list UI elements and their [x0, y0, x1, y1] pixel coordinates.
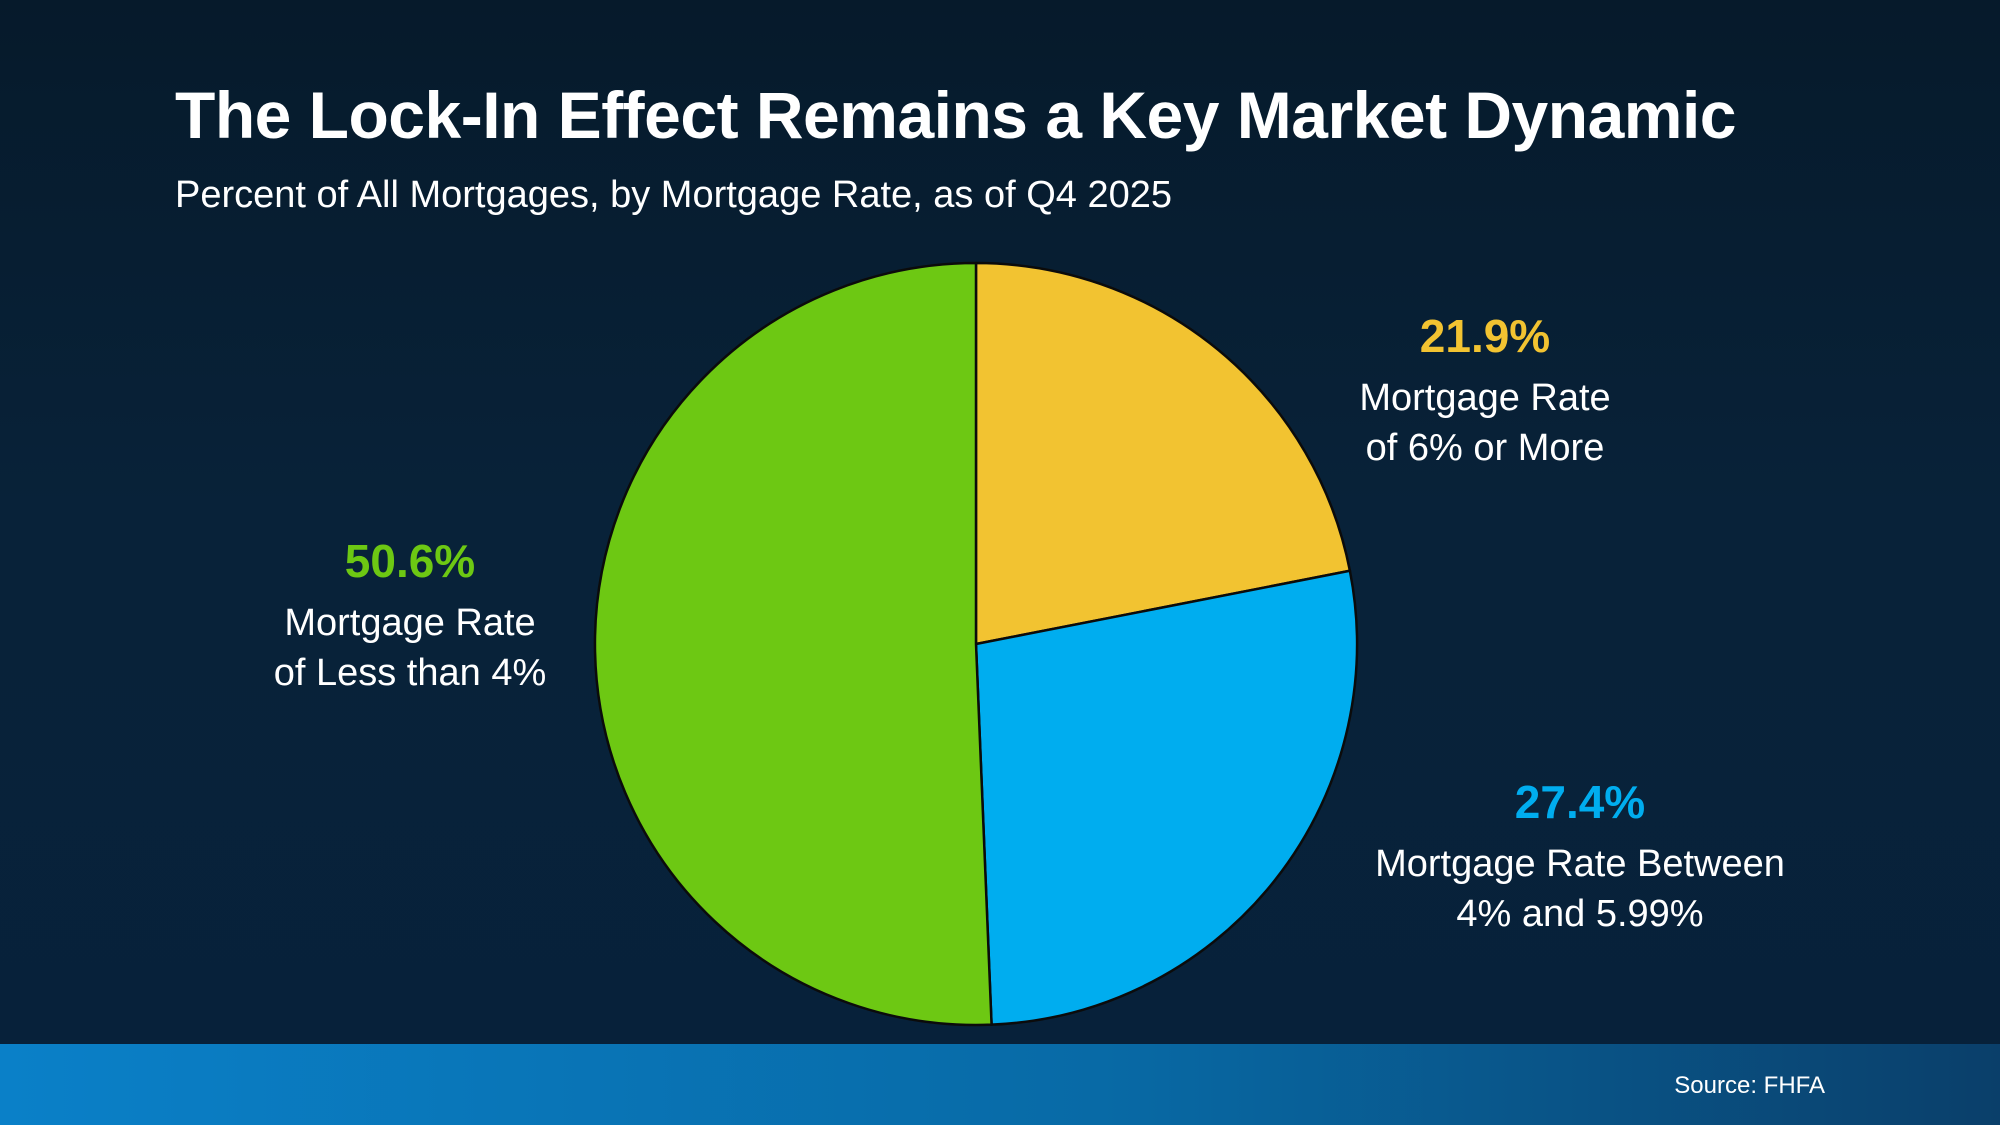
slice-desc-line2: of Less than 4% — [273, 652, 547, 694]
slice-desc-line2: 4% and 5.99% — [1456, 893, 1704, 935]
slice-desc-line1: Mortgage Rate — [1359, 377, 1611, 419]
slice-value-less-than-4: 50.6% — [344, 535, 476, 587]
slice-label-4-to-599: 27.4% Mortgage Rate Between 4% and 5.99% — [1350, 779, 1810, 939]
chart-title: The Lock-In Effect Remains a Key Market … — [175, 78, 1737, 152]
source-note: Source: FHFA — [1674, 1072, 1825, 1099]
chart-subtitle: Percent of All Mortgages, by Mortgage Ra… — [175, 174, 1172, 216]
slice-desc-line1: Mortgage Rate Between — [1375, 843, 1785, 885]
pie-slice-4-to-599 — [974, 569, 1359, 1026]
pie-slice-less-than-4 — [593, 261, 993, 1027]
slice-desc-line2: of 6% or More — [1365, 427, 1605, 469]
slice-value-6-or-more: 21.9% — [1419, 310, 1551, 362]
slice-desc-line1: Mortgage Rate — [284, 602, 536, 644]
pie-chart — [593, 261, 1359, 1027]
slice-desc-6-or-more: Mortgage Rate of 6% or More — [1345, 373, 1625, 473]
pie-slice-6-or-more — [974, 261, 1352, 646]
slice-label-less-than-4: 50.6% Mortgage Rate of Less than 4% — [245, 538, 575, 698]
slice-desc-4-to-599: Mortgage Rate Between 4% and 5.99% — [1350, 839, 1810, 939]
slice-desc-less-than-4: Mortgage Rate of Less than 4% — [245, 598, 575, 698]
footer-bar: Source: FHFA — [0, 1044, 2000, 1125]
slice-label-6-or-more: 21.9% Mortgage Rate of 6% or More — [1345, 313, 1625, 473]
slice-value-4-to-599: 27.4% — [1514, 776, 1646, 828]
